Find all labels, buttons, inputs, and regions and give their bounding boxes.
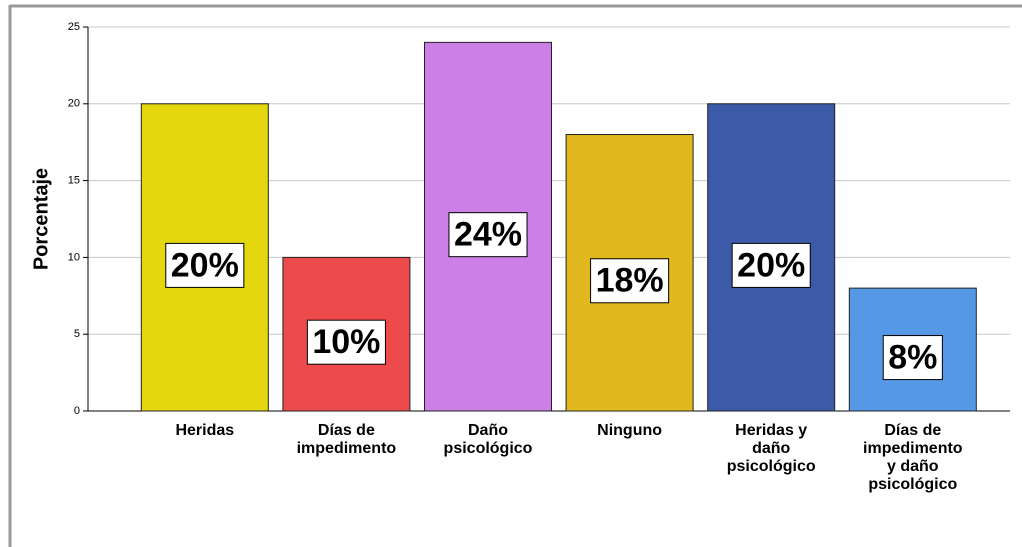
value-label-box	[882, 335, 943, 381]
y-tick-label: 20	[68, 98, 80, 110]
y-tick-label: 0	[74, 405, 80, 417]
y-tick-label: 5	[74, 328, 80, 340]
value-label: 24%	[454, 216, 522, 254]
value-label: 18%	[596, 262, 664, 300]
value-label-box	[590, 258, 670, 304]
value-label: 8%	[888, 339, 937, 377]
y-tick-label: 15	[68, 175, 80, 187]
value-label: 20%	[737, 246, 805, 284]
value-label-box	[448, 212, 528, 258]
x-tick-label: Daño psicológico	[443, 422, 533, 457]
value-label: 20%	[171, 246, 239, 284]
x-tick-label: Días de impedimento	[296, 422, 397, 457]
value-label: 10%	[312, 323, 380, 361]
value-label-box	[165, 242, 245, 288]
value-label-box	[306, 319, 386, 365]
x-tick-label: Heridas y daño psicológico	[726, 422, 816, 475]
x-tick-label: Ninguno	[597, 422, 663, 439]
x-tick-label: Días de impedimento y daño psicológico	[863, 422, 963, 493]
value-label-box	[731, 242, 811, 288]
y-tick-label: 25	[68, 21, 80, 33]
y-tick-label: 10	[68, 251, 80, 263]
x-tick-label: Heridas	[175, 422, 235, 439]
y-axis-label: Porcentaje	[30, 168, 52, 270]
